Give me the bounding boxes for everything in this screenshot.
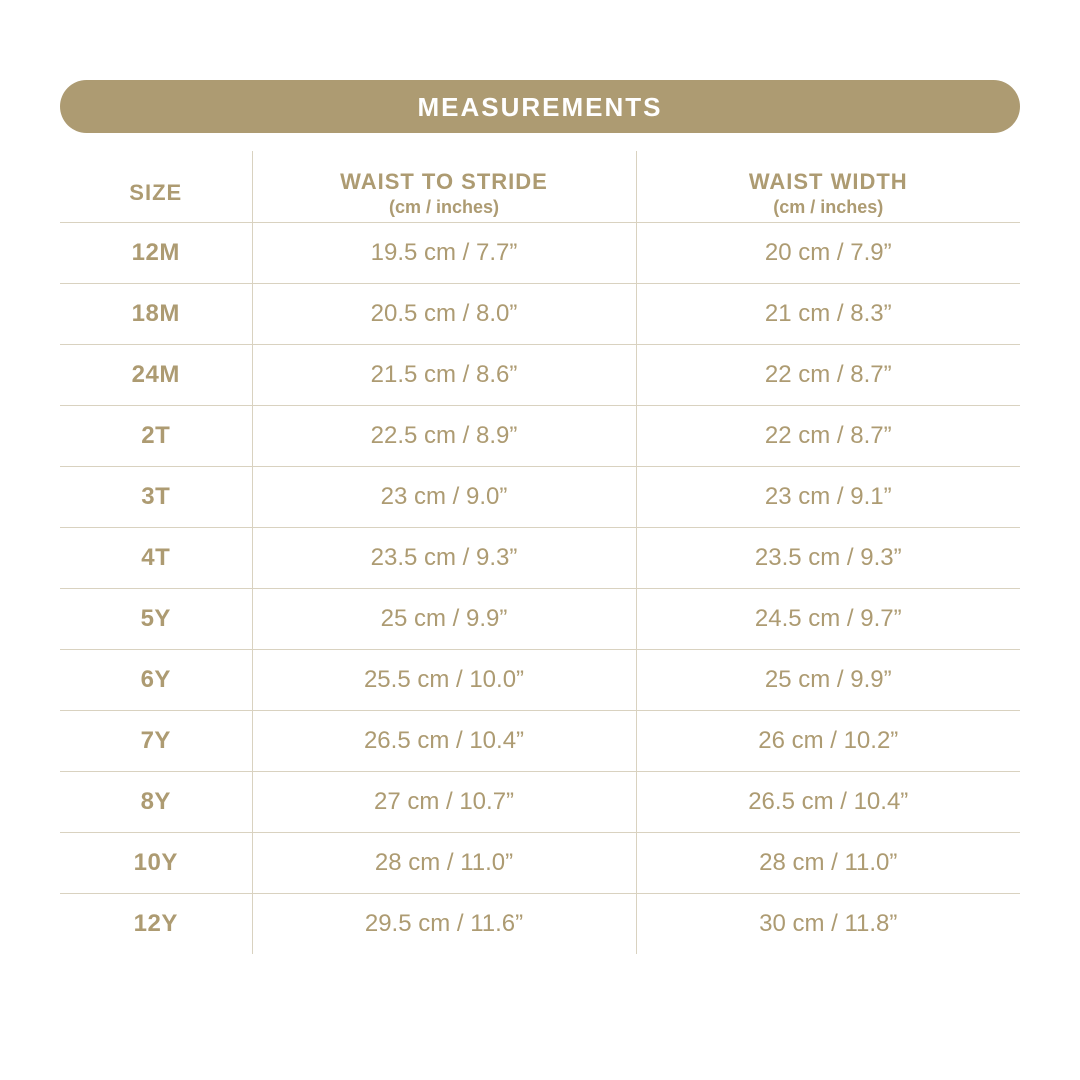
cell-waist-to-stride: 21.5 cm / 8.6” <box>252 345 636 406</box>
cell-waist-width: 23 cm / 9.1” <box>636 467 1020 528</box>
table-row: 2T22.5 cm / 8.9”22 cm / 8.7” <box>60 406 1020 467</box>
cell-waist-width: 26 cm / 10.2” <box>636 711 1020 772</box>
table-row: 7Y26.5 cm / 10.4”26 cm / 10.2” <box>60 711 1020 772</box>
table-row: 10Y28 cm / 11.0”28 cm / 11.0” <box>60 833 1020 894</box>
cell-size: 4T <box>60 528 252 589</box>
table-row: 5Y25 cm / 9.9”24.5 cm / 9.7” <box>60 589 1020 650</box>
measurements-card: MEASUREMENTS SIZE WAIST TO STRIDE (cm / … <box>0 0 1080 1080</box>
col-header-width-sub: (cm / inches) <box>645 197 1013 218</box>
cell-waist-to-stride: 19.5 cm / 7.7” <box>252 223 636 284</box>
cell-waist-to-stride: 25.5 cm / 10.0” <box>252 650 636 711</box>
cell-waist-width: 20 cm / 7.9” <box>636 223 1020 284</box>
table-row: 18M20.5 cm / 8.0”21 cm / 8.3” <box>60 284 1020 345</box>
cell-waist-width: 22 cm / 8.7” <box>636 406 1020 467</box>
cell-size: 10Y <box>60 833 252 894</box>
cell-size: 3T <box>60 467 252 528</box>
cell-size: 12Y <box>60 894 252 955</box>
col-header-size-label: SIZE <box>129 180 182 205</box>
cell-waist-to-stride: 20.5 cm / 8.0” <box>252 284 636 345</box>
cell-size: 5Y <box>60 589 252 650</box>
cell-waist-width: 30 cm / 11.8” <box>636 894 1020 955</box>
cell-size: 8Y <box>60 772 252 833</box>
cell-waist-to-stride: 22.5 cm / 8.9” <box>252 406 636 467</box>
col-header-stride: WAIST TO STRIDE (cm / inches) <box>252 151 636 223</box>
col-header-width: WAIST WIDTH (cm / inches) <box>636 151 1020 223</box>
table-row: 4T23.5 cm / 9.3”23.5 cm / 9.3” <box>60 528 1020 589</box>
table-row: 12M19.5 cm / 7.7”20 cm / 7.9” <box>60 223 1020 284</box>
col-header-width-label: WAIST WIDTH <box>749 169 908 194</box>
cell-waist-to-stride: 27 cm / 10.7” <box>252 772 636 833</box>
cell-waist-width: 23.5 cm / 9.3” <box>636 528 1020 589</box>
cell-waist-width: 28 cm / 11.0” <box>636 833 1020 894</box>
cell-size: 7Y <box>60 711 252 772</box>
table-header: SIZE WAIST TO STRIDE (cm / inches) WAIST… <box>60 151 1020 223</box>
table-row: 8Y27 cm / 10.7”26.5 cm / 10.4” <box>60 772 1020 833</box>
col-header-stride-sub: (cm / inches) <box>261 197 628 218</box>
cell-waist-to-stride: 29.5 cm / 11.6” <box>252 894 636 955</box>
measurements-title: MEASUREMENTS <box>60 80 1020 133</box>
table-row: 3T23 cm / 9.0”23 cm / 9.1” <box>60 467 1020 528</box>
table-row: 24M21.5 cm / 8.6”22 cm / 8.7” <box>60 345 1020 406</box>
cell-waist-to-stride: 23 cm / 9.0” <box>252 467 636 528</box>
cell-size: 12M <box>60 223 252 284</box>
col-header-stride-label: WAIST TO STRIDE <box>340 169 548 194</box>
cell-waist-width: 25 cm / 9.9” <box>636 650 1020 711</box>
cell-size: 6Y <box>60 650 252 711</box>
table-row: 6Y25.5 cm / 10.0”25 cm / 9.9” <box>60 650 1020 711</box>
table-body: 12M19.5 cm / 7.7”20 cm / 7.9”18M20.5 cm … <box>60 223 1020 955</box>
cell-size: 24M <box>60 345 252 406</box>
table-row: 12Y29.5 cm / 11.6”30 cm / 11.8” <box>60 894 1020 955</box>
cell-waist-to-stride: 28 cm / 11.0” <box>252 833 636 894</box>
cell-waist-width: 26.5 cm / 10.4” <box>636 772 1020 833</box>
col-header-size: SIZE <box>60 151 252 223</box>
cell-waist-width: 21 cm / 8.3” <box>636 284 1020 345</box>
cell-waist-to-stride: 26.5 cm / 10.4” <box>252 711 636 772</box>
cell-waist-to-stride: 25 cm / 9.9” <box>252 589 636 650</box>
cell-size: 18M <box>60 284 252 345</box>
cell-size: 2T <box>60 406 252 467</box>
cell-waist-width: 22 cm / 8.7” <box>636 345 1020 406</box>
cell-waist-width: 24.5 cm / 9.7” <box>636 589 1020 650</box>
measurements-table: SIZE WAIST TO STRIDE (cm / inches) WAIST… <box>60 151 1020 954</box>
cell-waist-to-stride: 23.5 cm / 9.3” <box>252 528 636 589</box>
